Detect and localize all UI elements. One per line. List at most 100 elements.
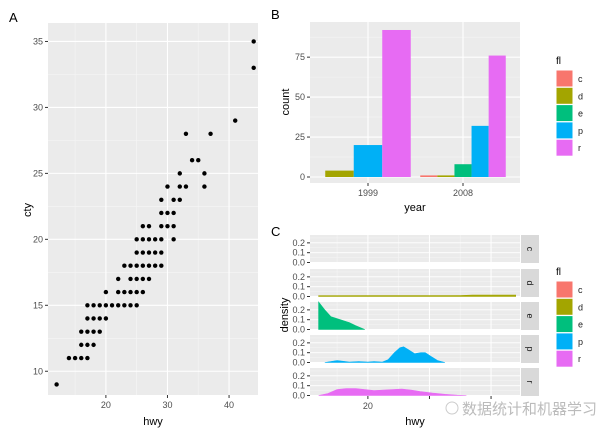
facet-background [310,269,520,297]
data-point [128,276,133,282]
data-point [128,289,133,295]
bar-d-1999 [325,170,354,177]
legend-key-c [555,69,574,88]
data-point [79,342,84,348]
data-point [97,303,102,308]
data-point [72,355,78,361]
panel-c-y-label: density [279,297,291,332]
data-point [79,355,84,361]
watermark-text: 数据统计和机器学习 [462,401,597,418]
facet-strip-label-r: r [525,381,535,384]
legend-label-c: c [578,285,583,295]
y-tick-label: 0.0 [292,292,305,302]
data-point [177,197,182,202]
y-tick-label: 25 [295,132,305,142]
data-point [85,355,90,361]
legend-label-d: d [578,302,583,312]
x-tick-label: 30 [162,400,172,410]
data-point [134,276,139,282]
y-tick-label: 0.1 [292,315,305,325]
legend-key-d [555,86,574,105]
data-point [208,131,213,137]
data-point [85,303,90,308]
y-tick-label: 0.1 [292,348,305,358]
y-tick-label: 0.1 [292,248,305,258]
plot-background [48,23,258,395]
y-tick-label: 0.2 [292,238,305,248]
y-tick-label: 25 [33,168,43,178]
y-tick-label: 0.2 [292,371,305,381]
data-point [202,171,207,176]
wechat-icon [445,401,459,415]
data-point [196,157,201,163]
data-point [146,237,152,242]
panel-c-x-label: hwy [405,416,425,428]
data-point [146,276,152,282]
data-point [134,303,139,308]
data-point [91,329,96,334]
data-point [251,65,256,71]
legend-label-p: p [578,126,583,136]
legend-label-e: e [578,320,583,330]
panel-c: 0.00.10.2c0.00.10.2d0.00.10.2e0.00.10.2p… [292,235,539,411]
bar-c-2008 [420,175,438,177]
density-area-e [318,301,365,330]
y-tick-label: 35 [33,36,43,46]
data-point [54,382,59,387]
data-point [159,223,164,229]
facet-strip-c [521,235,539,263]
data-point [140,289,146,295]
y-tick-label: 0 [300,172,305,182]
panel-b: 0 25 50 75 1999 2008 [295,22,520,198]
legend-label-p: p [578,337,583,347]
data-point [152,250,158,255]
data-point [85,342,90,348]
facet-strip-d [521,269,539,297]
data-point [134,289,139,295]
facet-c: 0.00.10.2 c [292,235,539,268]
data-point [91,316,96,321]
facet-strip-r [521,368,539,396]
panel-a-x-label: hwy [143,416,163,428]
data-point [140,263,146,268]
bar-p-1999 [353,145,383,177]
data-point [152,237,158,242]
data-point [183,131,189,137]
y-tick-label: 75 [295,52,305,62]
legend-key-p [555,121,574,140]
facet-e: 0.00.10.2 e [292,301,539,335]
data-point [134,237,139,242]
y-tick-label: 0.1 [292,282,305,292]
data-point [122,303,127,308]
data-point [91,342,96,348]
facet-strip-p [521,335,539,363]
data-point [177,184,182,189]
data-point [122,263,127,268]
legend-label-r: r [578,143,581,153]
data-point [251,39,256,44]
y-tick-label: 0.2 [292,338,305,348]
data-point [171,197,176,202]
data-point [122,289,127,295]
y-tick-label: 15 [33,300,43,310]
data-point [134,250,139,255]
legend-key-e [555,104,574,123]
data-point [146,263,152,268]
x-tick-label: 20 [101,400,111,410]
data-point [183,184,189,189]
density-area-p [324,346,445,363]
data-point [140,276,146,282]
data-point [146,223,152,229]
data-point [202,184,207,189]
data-point [97,316,102,321]
data-point [140,237,146,242]
legend-key-p [555,332,574,351]
data-point [128,263,133,268]
data-point [159,250,164,255]
y-tick-label: 20 [33,234,43,244]
panel-a: 20 30 40 10 15 20 25 30 35 [33,23,258,410]
legend-label-d: d [578,91,583,101]
facet-r: 0.00.10.2 r [292,368,539,401]
y-tick-label: 30 [33,102,43,112]
